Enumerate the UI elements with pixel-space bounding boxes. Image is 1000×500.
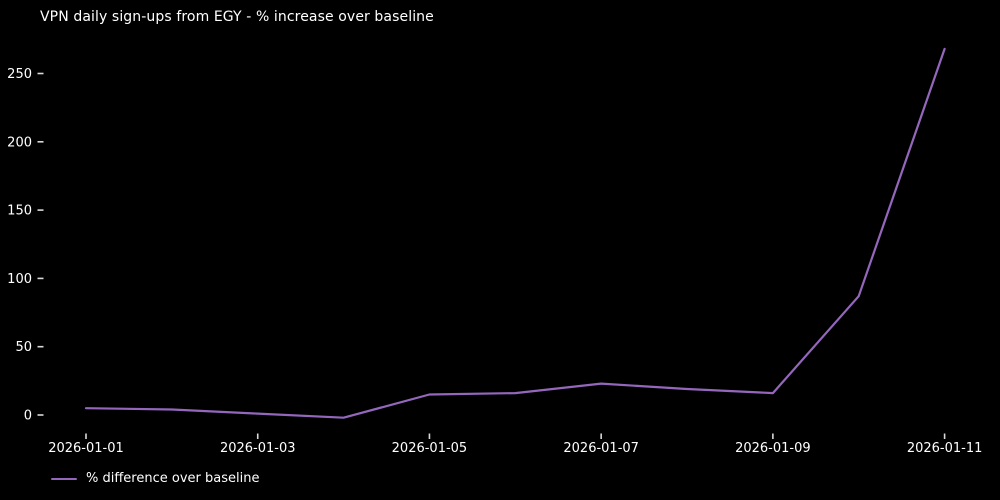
y-axis-tick-label: 150 — [7, 204, 32, 219]
legend-line-swatch — [51, 477, 77, 481]
y-axis-tick-label: 200 — [7, 135, 32, 150]
x-axis-tick-label: 2026-01-05 — [392, 441, 468, 456]
x-axis-tick-label: 2026-01-01 — [48, 441, 124, 456]
chart-title: VPN daily sign-ups from EGY - % increase… — [40, 9, 434, 25]
x-axis-tick-label: 2026-01-11 — [907, 441, 983, 456]
legend-label: % difference over baseline — [86, 471, 260, 486]
y-axis-tick-label: 50 — [15, 340, 32, 355]
y-axis-tick-label: 250 — [7, 67, 32, 82]
series-line — [84, 47, 946, 419]
x-axis-tick-label: 2026-01-07 — [563, 441, 639, 456]
y-axis-tick-label: 0 — [24, 409, 32, 424]
y-axis-tick-label: 100 — [7, 272, 32, 287]
legend: % difference over baseline — [51, 471, 259, 487]
x-axis-tick-label: 2026-01-03 — [220, 441, 296, 456]
x-axis-tick-label: 2026-01-09 — [735, 441, 811, 456]
